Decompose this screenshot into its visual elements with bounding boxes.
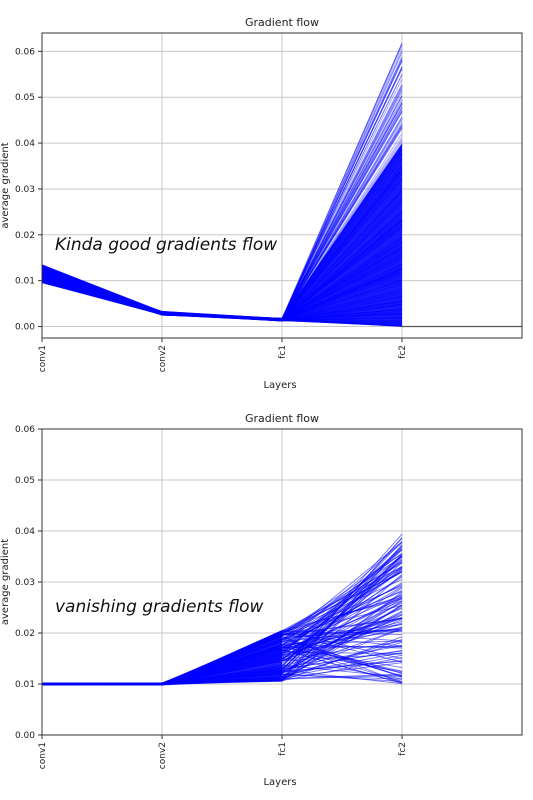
y-tick-label: 0.06 — [15, 47, 35, 57]
y-axis-label: average gradient — [0, 142, 11, 228]
chart-title: Gradient flow — [245, 16, 319, 29]
y-tick-label: 0.06 — [15, 425, 35, 435]
handwritten-annotation: Kinda good gradients flow — [55, 235, 277, 255]
y-axis-label: average gradient — [0, 539, 11, 625]
chart-title: Gradient flow — [245, 412, 319, 425]
y-tick-labels: 0.00 0.01 0.02 0.03 0.04 0.05 0.06 — [15, 425, 42, 741]
y-tick-label: 0.04 — [15, 527, 35, 537]
series-dense-band — [42, 143, 402, 327]
series-wedge — [162, 630, 282, 684]
y-tick-label: 0.02 — [15, 629, 35, 639]
grid-lines — [41, 33, 522, 338]
series-lines — [41, 42, 522, 328]
chart-top: Gradient flow 0.000.010.020.030.040.050.… — [0, 16, 523, 391]
x-tick-label: fc1 — [278, 742, 288, 756]
grid-lines — [41, 428, 522, 736]
x-tick-label: conv1 — [38, 742, 48, 769]
y-tick-label: 0.04 — [15, 139, 35, 149]
y-tick-label: 0.05 — [15, 93, 35, 103]
x-tick-labels: conv1 conv2 fc1 fc2 — [38, 338, 408, 372]
x-axis-label: Layers — [263, 380, 296, 391]
x-tick-label: conv2 — [158, 742, 168, 769]
handwritten-annotation: vanishing gradients flow — [55, 597, 264, 617]
y-tick-label: 0.05 — [15, 476, 35, 486]
x-tick-labels: conv1 conv2 fc1 fc2 — [38, 735, 408, 769]
y-tick-label: 0.03 — [15, 578, 35, 588]
x-tick-label: fc2 — [398, 742, 408, 756]
y-tick-label: 0.00 — [15, 731, 35, 741]
x-axis-label: Layers — [263, 777, 296, 788]
series-lines — [41, 533, 403, 686]
x-tick-label: conv2 — [158, 345, 168, 372]
y-tick-label: 0.02 — [15, 231, 35, 241]
chart-bottom: Gradient flow 0.000.010.020.030.040.050.… — [0, 412, 523, 788]
x-tick-label: fc2 — [398, 345, 408, 359]
y-tick-label: 0.00 — [15, 323, 35, 333]
y-tick-label: 0.03 — [15, 185, 35, 195]
y-tick-label: 0.01 — [15, 680, 35, 690]
y-tick-labels: 0.00 0.01 0.02 0.03 0.04 0.05 0.06 — [15, 47, 42, 333]
x-tick-label: fc1 — [278, 345, 288, 359]
y-tick-label: 0.01 — [15, 277, 35, 287]
x-tick-label: conv1 — [38, 345, 48, 372]
